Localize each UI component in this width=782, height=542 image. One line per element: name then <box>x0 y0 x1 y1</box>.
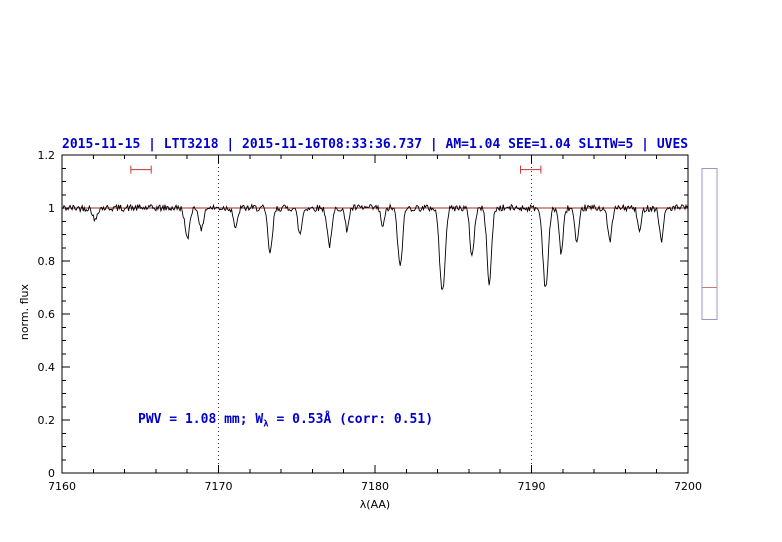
pwv-annotation: PWV = 1.08 mm; Wλ = 0.53Å (corr: 0.51) <box>138 412 433 430</box>
annotation-lambda-subscript: λ <box>263 419 269 430</box>
svg-text:0.2: 0.2 <box>38 414 56 427</box>
svg-text:7180: 7180 <box>361 480 389 493</box>
svg-text:0.4: 0.4 <box>38 361 56 374</box>
svg-text:0.8: 0.8 <box>38 255 56 268</box>
annotation-pre: PWV = 1.08 mm; W <box>138 412 264 427</box>
svg-text:7170: 7170 <box>205 480 233 493</box>
svg-text:7160: 7160 <box>48 480 76 493</box>
x-axis-label: λ(AA) <box>359 498 391 511</box>
svg-text:1: 1 <box>48 202 55 215</box>
svg-text:1.2: 1.2 <box>38 149 56 162</box>
annotation-post: = 0.53Å (corr: 0.51) <box>268 412 434 427</box>
svg-text:0.6: 0.6 <box>38 308 56 321</box>
svg-text:7200: 7200 <box>674 480 702 493</box>
y-axis-label: norm. flux <box>18 284 31 341</box>
plot-title: 2015-11-15 | LTT3218 | 2015-11-16T08:33:… <box>62 137 689 152</box>
svg-text:0: 0 <box>48 467 55 480</box>
svg-text:7190: 7190 <box>518 480 546 493</box>
